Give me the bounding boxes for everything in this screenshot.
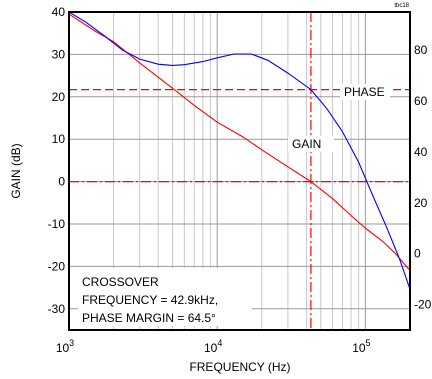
plot-frame xyxy=(68,11,411,331)
x-tick-label: 104 xyxy=(204,338,222,355)
y2-tick-labels: 80 60 40 20 0 -20 xyxy=(414,43,432,311)
y-axis-title: GAIN (dB) xyxy=(9,143,23,198)
y2-tick-label: -20 xyxy=(414,298,432,312)
grid xyxy=(69,11,410,330)
x-tick-label: 103 xyxy=(56,338,74,355)
phase-label: PHASE xyxy=(344,85,385,99)
y-tick-label: 0 xyxy=(58,175,65,189)
y-tick-labels: 40 30 20 10 0 -10 -20 -30 xyxy=(48,5,66,316)
x-axis-title: FREQUENCY (Hz) xyxy=(189,360,290,374)
series-lines xyxy=(68,11,411,290)
crossover-line-2: FREQUENCY = 42.9kHz, xyxy=(82,293,218,307)
y2-tick-label: 40 xyxy=(414,145,428,159)
x-tick-label: 105 xyxy=(352,338,370,355)
y-tick-label: 10 xyxy=(52,132,66,146)
y-tick-label: -20 xyxy=(48,259,66,273)
y-tick-label: 20 xyxy=(52,90,66,104)
crossover-line-1: CROSSOVER xyxy=(82,275,159,289)
gain-label-bg xyxy=(288,136,334,152)
x-tick-labels: 103 104 105 xyxy=(56,338,371,355)
y2-tick-label: 80 xyxy=(414,43,428,57)
y2-tick-label: 20 xyxy=(414,196,428,210)
reference-lines xyxy=(69,12,410,330)
gain-label: GAIN xyxy=(292,137,321,151)
phase-label-bg xyxy=(340,84,390,100)
y-tick-label: 30 xyxy=(52,47,66,61)
series-line-gain xyxy=(68,13,411,271)
figure-id: tbc18 xyxy=(394,3,409,9)
y-tick-label: -30 xyxy=(48,302,66,316)
y-tick-label: -10 xyxy=(48,217,66,231)
y-tick-label: 40 xyxy=(52,5,66,19)
series-line-phase xyxy=(68,11,411,290)
y2-tick-label: 0 xyxy=(414,247,421,261)
crossover-line-3: PHASE MARGIN = 64.5° xyxy=(82,311,216,325)
crossover-box xyxy=(78,268,252,326)
y2-tick-label: 60 xyxy=(414,94,428,108)
